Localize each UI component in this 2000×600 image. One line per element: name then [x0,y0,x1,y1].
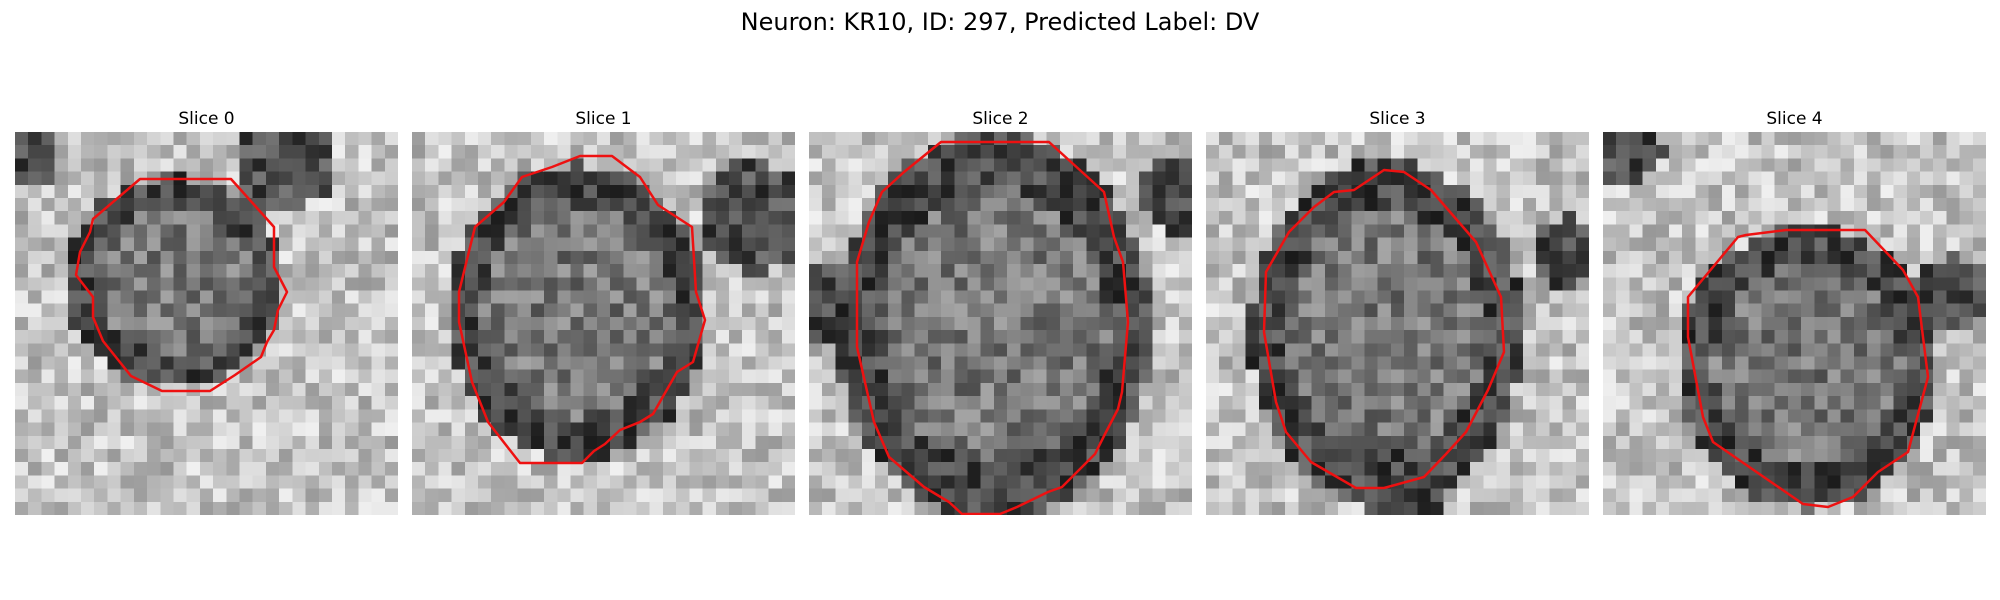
slice-title: Slice 2 [972,109,1029,129]
neuron-contour [855,140,1130,515]
figure-title: Neuron: KR10, ID: 297, Predicted Label: … [740,8,1260,36]
slice-panel-1: Slice 1 [412,108,795,515]
slice-panel-0: Slice 0 [15,108,398,515]
slice-image [809,132,1192,515]
slice-title: Slice 0 [178,109,235,129]
slice-panel-3: Slice 3 [1206,108,1589,515]
neuron-contour [457,154,707,465]
slice-panel-2: Slice 2 [809,108,1192,515]
microscopy-image [809,132,1192,515]
slice-image [15,132,398,515]
microscopy-image [15,132,398,515]
microscopy-image [1603,132,1986,515]
slice-image [1603,132,1986,515]
slice-title: Slice 4 [1766,109,1823,129]
slice-title: Slice 3 [1369,109,1426,129]
neuron-contour [1262,168,1506,490]
microscopy-image [412,132,795,515]
slice-panel-4: Slice 4 [1603,108,1986,515]
microscopy-image [1206,132,1589,515]
neuron-contour [1686,228,1930,509]
slice-image [1206,132,1589,515]
slice-image [412,132,795,515]
neuron-contour [74,177,289,393]
slice-title: Slice 1 [575,109,632,129]
